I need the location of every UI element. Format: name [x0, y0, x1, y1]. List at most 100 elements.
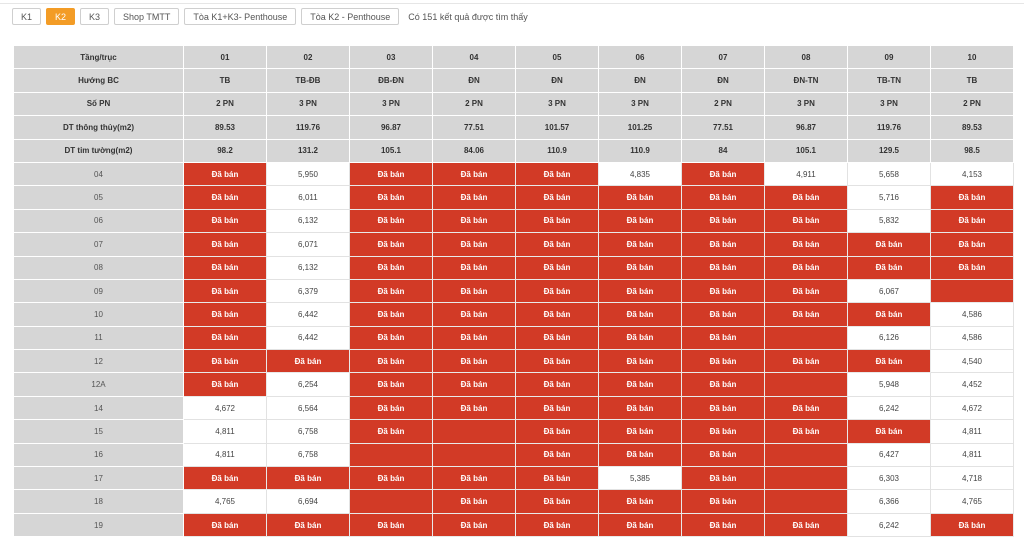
unit-cell-price[interactable]: 6,379	[266, 278, 350, 304]
unit-cell-sold[interactable]: Đã bán	[349, 278, 433, 304]
unit-cell-sold[interactable]: Đã bán	[183, 278, 267, 304]
unit-cell-sold[interactable]: Đã bán	[764, 419, 848, 444]
unit-cell-price[interactable]: 4,811	[930, 419, 1014, 444]
unit-cell-sold[interactable]: Đã bán	[764, 255, 848, 280]
unit-cell-sold[interactable]: Đã bán	[432, 278, 516, 304]
unit-cell-sold[interactable]: Đã bán	[515, 466, 599, 491]
unit-cell-price[interactable]: 6,366	[847, 489, 931, 514]
unit-cell-price[interactable]: 5,832	[847, 208, 931, 234]
unit-cell-price[interactable]: 4,586	[930, 325, 1014, 351]
unit-cell-price[interactable]: 6,694	[266, 489, 350, 514]
unit-cell-sold[interactable]: Đã bán	[847, 419, 931, 444]
tab-k2[interactable]: K2	[46, 8, 76, 25]
unit-cell-price[interactable]: 4,672	[930, 395, 1014, 421]
unit-cell-sold[interactable]: Đã bán	[183, 208, 267, 234]
unit-cell-sold[interactable]: Đã bán	[681, 232, 765, 257]
unit-cell-sold[interactable]: Đã bán	[930, 255, 1014, 280]
unit-cell-sold[interactable]: Đã bán	[847, 255, 931, 280]
unit-cell-sold[interactable]: Đã bán	[183, 302, 267, 327]
unit-cell-sold[interactable]: Đã bán	[515, 372, 599, 397]
unit-cell-sold[interactable]: Đã bán	[598, 302, 682, 327]
unit-cell-sold[interactable]: Đã bán	[432, 161, 516, 187]
unit-cell-sold[interactable]: Đã bán	[515, 185, 599, 210]
unit-cell-sold[interactable]: Đã bán	[681, 442, 765, 468]
unit-cell-price[interactable]: 4,765	[183, 489, 267, 514]
unit-cell-sold[interactable]: Đã bán	[930, 185, 1014, 210]
unit-cell-price[interactable]: 6,132	[266, 208, 350, 234]
unit-cell-sold[interactable]: Đã bán	[764, 208, 848, 234]
unit-cell-sold[interactable]: Đã bán	[432, 489, 516, 514]
unit-cell-price[interactable]: 6,254	[266, 372, 350, 397]
unit-cell-sold[interactable]: Đã bán	[598, 278, 682, 304]
unit-cell-sold[interactable]: Đã bán	[515, 278, 599, 304]
unit-cell-sold[interactable]: Đã bán	[681, 161, 765, 187]
unit-cell-price[interactable]: 6,132	[266, 255, 350, 280]
unit-cell-sold[interactable]: Đã bán	[432, 349, 516, 374]
unit-cell-sold[interactable]: Đã bán	[681, 489, 765, 514]
tab-k1-k3-penthouse[interactable]: Tòa K1+K3- Penthouse	[184, 8, 297, 25]
unit-cell-sold[interactable]: Đã bán	[266, 466, 350, 491]
unit-cell-price[interactable]: 6,126	[847, 325, 931, 351]
unit-cell-sold[interactable]: Đã bán	[598, 349, 682, 374]
tab-shop-tmtt[interactable]: Shop TMTT	[114, 8, 180, 25]
unit-cell-sold[interactable]: Đã bán	[349, 466, 433, 491]
unit-cell-price[interactable]: 6,011	[266, 185, 350, 210]
unit-cell-sold[interactable]: Đã bán	[349, 161, 433, 187]
unit-cell-sold[interactable]: Đã bán	[598, 395, 682, 421]
unit-cell-sold[interactable]: Đã bán	[930, 208, 1014, 234]
unit-cell-sold[interactable]: Đã bán	[598, 208, 682, 234]
unit-cell-price[interactable]: 4,835	[598, 161, 682, 187]
unit-cell-price[interactable]: 6,067	[847, 278, 931, 304]
unit-cell-sold[interactable]: Đã bán	[681, 372, 765, 397]
unit-cell-sold[interactable]: Đã bán	[598, 419, 682, 444]
unit-cell-price[interactable]: 4,811	[930, 442, 1014, 468]
unit-cell-sold[interactable]: Đã bán	[183, 232, 267, 257]
unit-cell-sold[interactable]: Đã bán	[681, 325, 765, 351]
unit-cell-sold[interactable]: Đã bán	[266, 512, 350, 538]
unit-cell-sold[interactable]: Đã bán	[598, 325, 682, 351]
unit-cell-sold[interactable]: Đã bán	[183, 255, 267, 280]
unit-cell-price[interactable]: 6,242	[847, 395, 931, 421]
unit-cell-price[interactable]: 6,427	[847, 442, 931, 468]
unit-cell-sold[interactable]: Đã bán	[432, 232, 516, 257]
unit-cell-sold[interactable]: Đã bán	[432, 466, 516, 491]
unit-cell-sold[interactable]: Đã bán	[598, 232, 682, 257]
unit-cell-sold[interactable]: Đã bán	[515, 395, 599, 421]
unit-cell-sold[interactable]: Đã bán	[847, 349, 931, 374]
unit-cell-sold[interactable]: Đã bán	[515, 232, 599, 257]
unit-cell-sold[interactable]: Đã bán	[515, 302, 599, 327]
unit-cell-sold[interactable]: Đã bán	[764, 349, 848, 374]
unit-cell-price[interactable]: 6,303	[847, 466, 931, 491]
unit-cell-sold[interactable]: Đã bán	[515, 161, 599, 187]
tab-k1[interactable]: K1	[12, 8, 42, 25]
unit-cell-price[interactable]: 4,672	[183, 395, 267, 421]
unit-cell-price[interactable]: 5,716	[847, 185, 931, 210]
unit-cell-sold[interactable]: Đã bán	[515, 208, 599, 234]
unit-cell-sold[interactable]: Đã bán	[349, 395, 433, 421]
unit-cell-sold[interactable]: Đã bán	[515, 512, 599, 538]
unit-cell-sold[interactable]: Đã bán	[764, 232, 848, 257]
unit-cell-sold[interactable]: Đã bán	[598, 255, 682, 280]
unit-cell-price[interactable]: 4,911	[764, 161, 848, 187]
tab-k3[interactable]: K3	[80, 8, 110, 25]
unit-cell-sold[interactable]: Đã bán	[515, 325, 599, 351]
unit-cell-sold[interactable]: Đã bán	[432, 512, 516, 538]
unit-cell-sold[interactable]: Đã bán	[349, 208, 433, 234]
unit-cell-price[interactable]: 5,385	[598, 466, 682, 491]
unit-cell-sold[interactable]: Đã bán	[764, 185, 848, 210]
unit-cell-sold[interactable]: Đã bán	[681, 255, 765, 280]
unit-cell-sold[interactable]: Đã bán	[515, 255, 599, 280]
unit-cell-sold[interactable]: Đã bán	[432, 395, 516, 421]
unit-cell-sold[interactable]: Đã bán	[681, 302, 765, 327]
unit-cell-sold[interactable]: Đã bán	[681, 512, 765, 538]
unit-cell-price[interactable]: 6,071	[266, 232, 350, 257]
unit-cell-sold[interactable]: Đã bán	[432, 255, 516, 280]
unit-cell-sold[interactable]: Đã bán	[764, 302, 848, 327]
unit-cell-price[interactable]: 4,765	[930, 489, 1014, 514]
unit-cell-sold[interactable]: Đã bán	[349, 372, 433, 397]
unit-cell-sold[interactable]: Đã bán	[681, 349, 765, 374]
unit-cell-sold[interactable]: Đã bán	[598, 489, 682, 514]
unit-cell-sold[interactable]: Đã bán	[349, 512, 433, 538]
unit-cell-price[interactable]: 5,658	[847, 161, 931, 187]
unit-cell-sold[interactable]: Đã bán	[515, 349, 599, 374]
